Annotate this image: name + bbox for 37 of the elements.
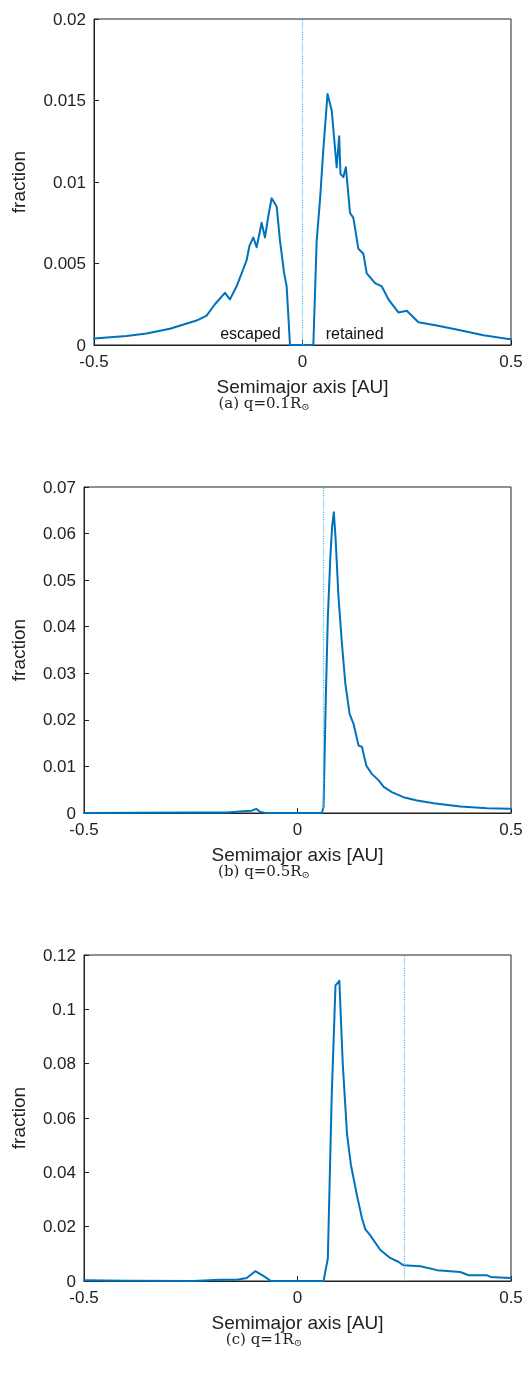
y-tick-label: 0 xyxy=(66,1271,76,1291)
y-tick-label: 0.06 xyxy=(42,524,76,544)
y-tick-label: 0.06 xyxy=(42,1108,76,1128)
y-tick-label: 0.12 xyxy=(42,945,76,965)
x-tick-label: -0.5 xyxy=(79,352,109,371)
y-tick-label: 0.1 xyxy=(52,999,76,1019)
x-axis-title: Semimajor axis [AU] xyxy=(211,1312,384,1333)
y-tick-label: 0.04 xyxy=(42,617,76,637)
y-tick-label: 0.02 xyxy=(52,9,86,29)
x-tick-label: -0.5 xyxy=(69,820,99,839)
x-tick-label: -0.5 xyxy=(69,1288,99,1307)
annotation: escaped xyxy=(220,324,281,342)
x-tick-label: 0 xyxy=(297,352,308,371)
y-tick-label: 0.03 xyxy=(42,663,76,683)
y-tick-label: 0.07 xyxy=(42,477,76,497)
y-tick-label: 0.05 xyxy=(42,570,76,590)
y-tick-label: 0.01 xyxy=(52,172,86,192)
y-tick-label: 0.04 xyxy=(42,1162,76,1182)
x-tick-label: 0 xyxy=(292,820,303,839)
y-tick-label: 0.01 xyxy=(42,756,76,776)
y-tick-label: 0 xyxy=(66,803,76,823)
x-tick-label: 0.5 xyxy=(499,352,523,371)
y-tick-label: 0.015 xyxy=(43,91,86,110)
annotation: retained xyxy=(325,324,384,342)
y-axis-title: fraction xyxy=(8,618,29,682)
x-tick-label: 0 xyxy=(292,1288,303,1307)
y-tick-label: 0.08 xyxy=(42,1054,76,1074)
y-axis-title: fraction xyxy=(8,1086,29,1150)
x-tick-label: 0.5 xyxy=(499,1288,523,1307)
y-tick-label: 0.005 xyxy=(43,254,86,273)
y-tick-label: 0 xyxy=(76,335,86,355)
y-axis-title: fraction xyxy=(8,150,29,214)
x-axis-title: Semimajor axis [AU] xyxy=(211,844,384,865)
x-tick-label: 0.5 xyxy=(499,820,523,839)
y-tick-label: 0.02 xyxy=(42,1217,76,1237)
x-axis-title: Semimajor axis [AU] xyxy=(216,376,389,397)
y-tick-label: 0.02 xyxy=(42,710,76,730)
